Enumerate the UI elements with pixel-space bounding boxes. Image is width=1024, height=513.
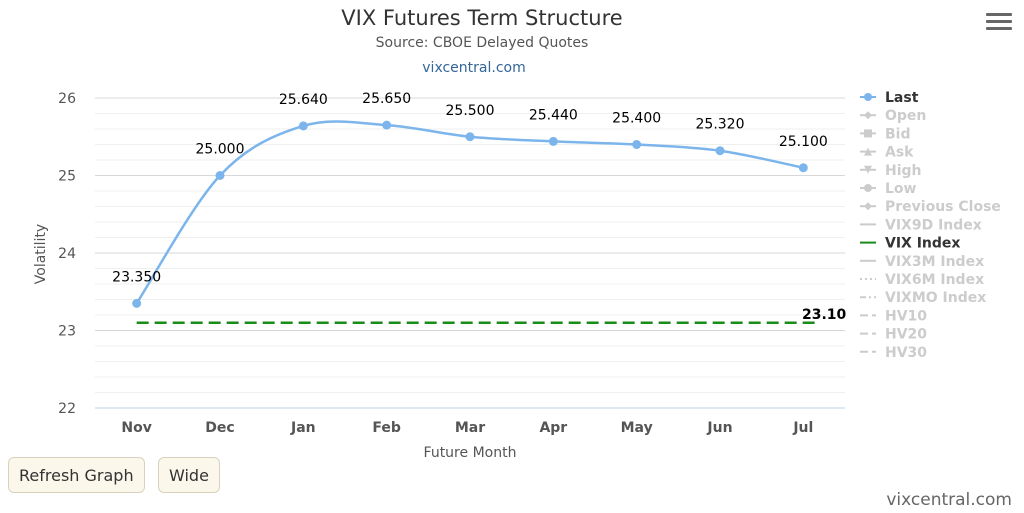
data-label: 25.400 xyxy=(612,111,661,127)
y-tick-label: 26 xyxy=(58,91,76,107)
hamburger-menu-icon[interactable] xyxy=(986,10,1012,34)
x-tick-label: Apr xyxy=(539,420,567,436)
legend-label: Previous Close xyxy=(885,199,1001,215)
x-axis: Nov Dec Jan Feb Mar Apr May Jun Jul xyxy=(95,407,845,436)
legend-marker xyxy=(864,129,872,138)
legend-item[interactable]: Previous Close xyxy=(860,199,1001,215)
x-tick-label: Jun xyxy=(706,420,732,436)
legend-label: HV10 xyxy=(885,308,927,324)
chart-subtitle: Source: CBOE Delayed Quotes xyxy=(376,35,589,51)
data-label: 25.500 xyxy=(446,103,495,119)
legend-item[interactable]: VIX Index xyxy=(860,236,960,252)
last-point xyxy=(632,140,642,149)
x-axis-title: Future Month xyxy=(424,445,517,461)
legend-item[interactable]: HV10 xyxy=(860,308,927,324)
y-tick-label: 23 xyxy=(58,324,76,340)
legend-item[interactable]: VIX3M Index xyxy=(860,254,984,270)
data-label: 23.350 xyxy=(112,269,161,285)
legend-item[interactable]: HV20 xyxy=(860,327,927,343)
legend-label: VIX6M Index xyxy=(885,272,984,288)
data-label: 25.640 xyxy=(279,92,328,108)
legend-item[interactable]: HV30 xyxy=(860,345,927,361)
y-axis-title: Volatility xyxy=(33,224,49,284)
legend-label: Bid xyxy=(885,126,911,142)
legend-label: HV20 xyxy=(885,327,927,343)
legend-label: Ask xyxy=(885,145,914,161)
legend-label: Open xyxy=(885,108,926,124)
x-tick-label: Jan xyxy=(290,420,316,436)
data-label: 25.650 xyxy=(362,91,411,107)
legend-item[interactable]: Last xyxy=(860,90,919,106)
data-label: 25.000 xyxy=(196,142,245,158)
last-point xyxy=(548,136,558,146)
legend-item[interactable]: VIXMO Index xyxy=(860,290,986,306)
y-tick-label: 24 xyxy=(58,246,76,262)
x-tick-label: Nov xyxy=(121,420,151,436)
legend-item[interactable]: VIX9D Index xyxy=(860,217,982,233)
legend-label: VIX9D Index xyxy=(885,217,982,233)
last-point xyxy=(382,120,392,130)
legend: Last Open Bid Ask High Low Previous Close VIX9D… xyxy=(860,90,1001,361)
legend-marker xyxy=(864,184,872,192)
legend-marker xyxy=(864,165,872,174)
last-point xyxy=(215,171,225,180)
x-tick-label: Feb xyxy=(372,420,401,436)
legend-label: Low xyxy=(885,181,917,197)
legend-item[interactable]: Ask xyxy=(860,145,914,161)
legend-marker xyxy=(864,147,872,156)
legend-item[interactable]: Low xyxy=(860,181,917,197)
last-point xyxy=(715,146,725,156)
legend-label: VIXMO Index xyxy=(885,290,986,306)
legend-label: VIX Index xyxy=(885,236,960,252)
y-tick-label: 25 xyxy=(58,169,76,185)
source-link[interactable]: vixcentral.com xyxy=(422,60,525,76)
wide-button[interactable]: Wide xyxy=(158,457,220,493)
grid-lines xyxy=(95,97,845,409)
vix-index-label: 23.10 xyxy=(802,307,847,323)
legend-label: HV30 xyxy=(885,345,927,361)
legend-item[interactable]: Bid xyxy=(860,126,911,142)
legend-item[interactable]: VIX6M Index xyxy=(860,272,984,288)
last-point xyxy=(798,163,808,173)
last-point xyxy=(132,298,142,308)
legend-marker xyxy=(864,93,872,101)
legend-label: Last xyxy=(885,90,919,106)
data-label: 25.100 xyxy=(779,134,828,150)
y-tick-label: 22 xyxy=(58,401,76,417)
x-tick-label: Mar xyxy=(455,420,485,436)
chart-title: VIX Futures Term Structure xyxy=(341,6,622,30)
y-axis: 22 23 24 25 26 xyxy=(58,91,76,417)
legend-marker xyxy=(864,202,872,211)
refresh-graph-button[interactable]: Refresh Graph xyxy=(8,457,145,493)
legend-item[interactable]: Open xyxy=(860,108,926,124)
x-tick-label: Jul xyxy=(792,420,813,436)
last-point xyxy=(298,121,308,131)
x-tick-label: Dec xyxy=(205,420,234,436)
data-label: 25.320 xyxy=(696,117,745,133)
credit-text[interactable]: vixcentral.com xyxy=(886,490,1012,510)
last-point xyxy=(465,132,475,142)
series-layer: 23.10 23.350 25.000 25.640 25.650 25.500 25.44… xyxy=(112,91,847,324)
legend-marker xyxy=(864,111,872,120)
legend-item[interactable]: High xyxy=(860,163,922,179)
data-label: 25.440 xyxy=(529,107,578,123)
legend-label: High xyxy=(885,163,922,179)
legend-label: VIX3M Index xyxy=(885,254,984,270)
x-tick-label: May xyxy=(621,420,653,436)
